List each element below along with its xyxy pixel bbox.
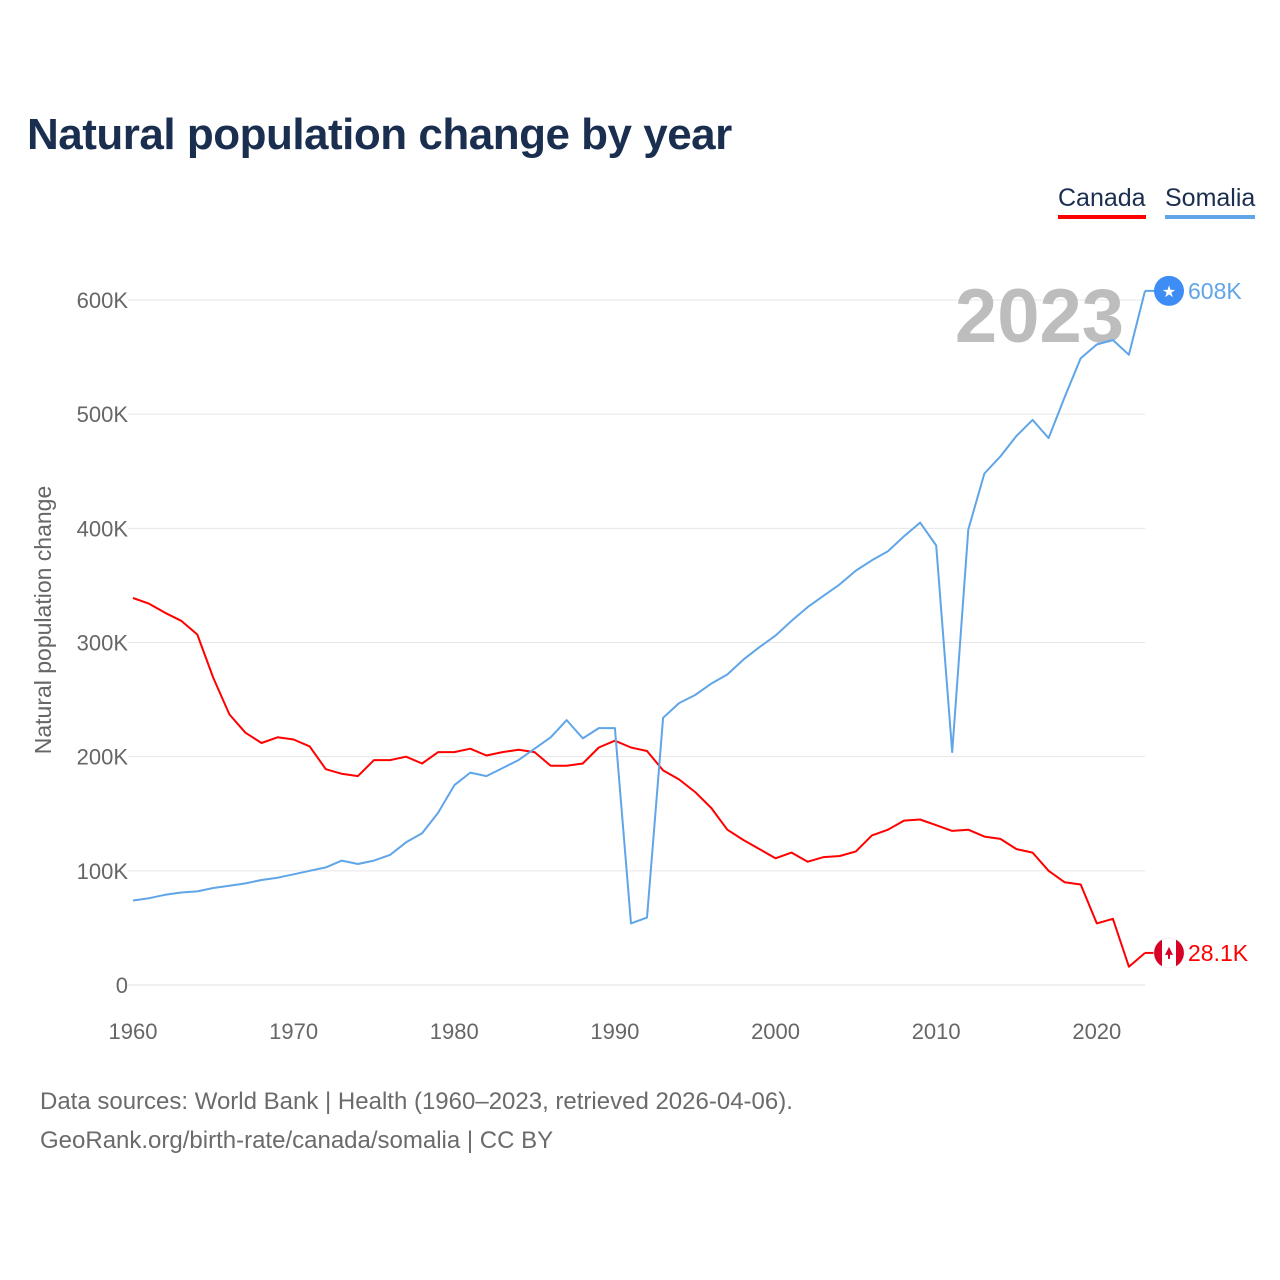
svg-text:★: ★ — [1162, 284, 1176, 301]
y-tick-label: 100K — [77, 859, 129, 884]
x-axis-ticks: 1960 1970 1980 1990 2000 2010 2020 — [109, 1019, 1122, 1044]
y-tick-label: 600K — [77, 288, 129, 313]
year-watermark: 2023 — [955, 274, 1124, 359]
x-tick-label: 2000 — [751, 1019, 800, 1044]
x-tick-label: 1970 — [269, 1019, 318, 1044]
x-tick-label: 2010 — [912, 1019, 961, 1044]
legend-canada[interactable]: Canada — [1058, 184, 1146, 219]
legend-somalia[interactable]: Somalia — [1165, 184, 1256, 219]
x-tick-label: 1960 — [109, 1019, 158, 1044]
series-line-somalia[interactable] — [132, 290, 1146, 925]
x-tick-label: 2020 — [1072, 1019, 1121, 1044]
series-end-labels: 28.1K ★ 608K — [1145, 275, 1249, 969]
y-tick-label: 200K — [77, 745, 129, 770]
canada-flag-icon — [1153, 937, 1185, 969]
somalia-flag-icon: ★ — [1154, 275, 1184, 306]
grid-lines — [128, 299, 1145, 986]
series-lines — [132, 290, 1146, 968]
footer-credit[interactable]: GeoRank.org/birth-rate/canada/somalia | … — [40, 1127, 554, 1154]
footer-sources: Data sources: World Bank | Health (1960–… — [40, 1088, 793, 1115]
x-tick-label: 1990 — [590, 1019, 639, 1044]
y-axis-label: Natural population change — [30, 486, 56, 755]
y-tick-label: 0 — [116, 973, 128, 998]
y-tick-label: 500K — [77, 402, 129, 427]
x-tick-label: 1980 — [430, 1019, 479, 1044]
y-axis-ticks: 0 100K 200K 300K 400K 500K 600K — [77, 288, 129, 998]
y-tick-label: 400K — [77, 516, 129, 541]
end-value-label-somalia: 608K — [1188, 278, 1242, 304]
end-value-label-canada: 28.1K — [1188, 940, 1249, 966]
chart-title: Natural population change by year — [27, 110, 732, 159]
series-line-canada[interactable] — [132, 597, 1146, 968]
y-tick-label: 300K — [77, 631, 129, 656]
